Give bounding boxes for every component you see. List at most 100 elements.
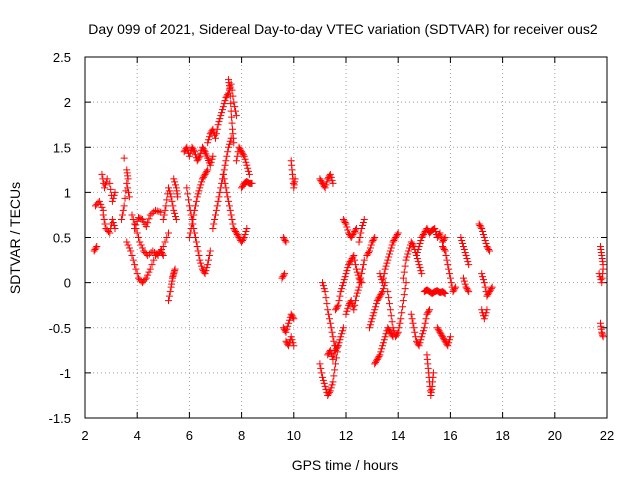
data-point	[227, 100, 235, 108]
data-point	[354, 286, 362, 294]
data-point	[344, 226, 352, 234]
data-point	[442, 252, 450, 260]
data-point	[368, 315, 376, 323]
data-point	[159, 243, 167, 251]
data-point	[479, 273, 487, 281]
data-point	[324, 175, 332, 183]
data-point	[144, 219, 152, 227]
data-point	[479, 230, 487, 238]
data-point	[333, 303, 341, 311]
data-point	[412, 337, 420, 345]
data-point	[387, 312, 395, 320]
data-point	[156, 249, 164, 257]
data-point	[99, 211, 107, 219]
data-point	[478, 270, 486, 278]
data-point	[409, 319, 417, 327]
data-point	[328, 381, 336, 389]
data-point	[419, 230, 427, 238]
data-point	[212, 130, 220, 138]
data-point	[123, 179, 131, 187]
data-point	[597, 276, 605, 284]
data-point	[436, 328, 444, 336]
data-point	[101, 220, 109, 228]
data-point	[222, 184, 230, 192]
data-point	[378, 289, 386, 297]
data-point	[136, 238, 144, 246]
data-point	[205, 136, 213, 144]
data-point	[148, 261, 156, 269]
data-point	[419, 330, 427, 338]
data-point	[379, 274, 387, 282]
data-point	[324, 351, 332, 359]
data-point	[230, 224, 238, 232]
x-axis-label: GPS time / hours	[292, 457, 399, 473]
data-point	[150, 256, 158, 264]
data-point	[207, 158, 215, 166]
data-point	[599, 333, 607, 341]
data-point	[215, 118, 223, 126]
data-point	[201, 270, 209, 278]
data-point	[287, 333, 295, 341]
data-point	[111, 188, 119, 196]
data-point	[288, 336, 296, 344]
x-tick-labels: 2 4 6 8 10 12 14 16 18 20 22	[81, 428, 614, 443]
data-point	[331, 346, 339, 354]
data-point	[281, 327, 289, 335]
y-tick-label: 0	[64, 276, 71, 291]
data-point	[121, 194, 129, 202]
data-point	[386, 300, 393, 308]
data-point	[283, 325, 291, 333]
data-point	[433, 324, 441, 332]
data-point	[225, 143, 233, 151]
data-point	[221, 97, 229, 105]
data-point	[238, 149, 246, 157]
data-point	[90, 247, 98, 255]
data-point	[420, 324, 428, 332]
data-point	[280, 235, 288, 243]
data-point	[419, 327, 427, 335]
data-point	[336, 292, 344, 300]
data-point	[368, 238, 376, 246]
data-point	[356, 234, 364, 241]
data-point	[374, 354, 382, 362]
data-point	[356, 279, 364, 287]
data-point	[209, 152, 217, 160]
data-point	[329, 378, 337, 386]
data-point	[460, 246, 468, 254]
data-point	[152, 250, 160, 258]
x-tick-label: 22	[600, 428, 614, 443]
data-point	[424, 309, 432, 317]
data-point	[483, 292, 491, 300]
data-point	[328, 176, 336, 184]
data-point	[216, 188, 224, 196]
x-tick-label: 8	[238, 428, 245, 443]
data-point	[353, 289, 361, 297]
data-point	[133, 270, 141, 278]
data-point	[345, 301, 353, 309]
data-point	[160, 211, 168, 219]
data-point	[170, 175, 178, 183]
data-point	[200, 146, 208, 154]
data-point	[198, 262, 206, 270]
data-point	[320, 285, 328, 293]
data-point	[433, 234, 441, 241]
data-point	[415, 243, 423, 251]
data-point	[157, 247, 165, 255]
data-point	[210, 220, 218, 228]
data-point	[423, 224, 431, 232]
data-point	[233, 152, 241, 160]
data-point	[487, 285, 495, 293]
data-point	[166, 190, 174, 198]
data-point	[399, 303, 407, 311]
data-point	[135, 234, 143, 241]
data-point	[243, 161, 251, 169]
data-point	[482, 309, 490, 317]
data-point	[217, 112, 225, 120]
data-point	[144, 252, 152, 260]
data-point	[224, 148, 232, 156]
data-point	[180, 148, 188, 156]
data-point	[125, 193, 133, 201]
data-point	[98, 170, 106, 178]
data-point	[161, 206, 169, 214]
data-point	[392, 331, 400, 339]
